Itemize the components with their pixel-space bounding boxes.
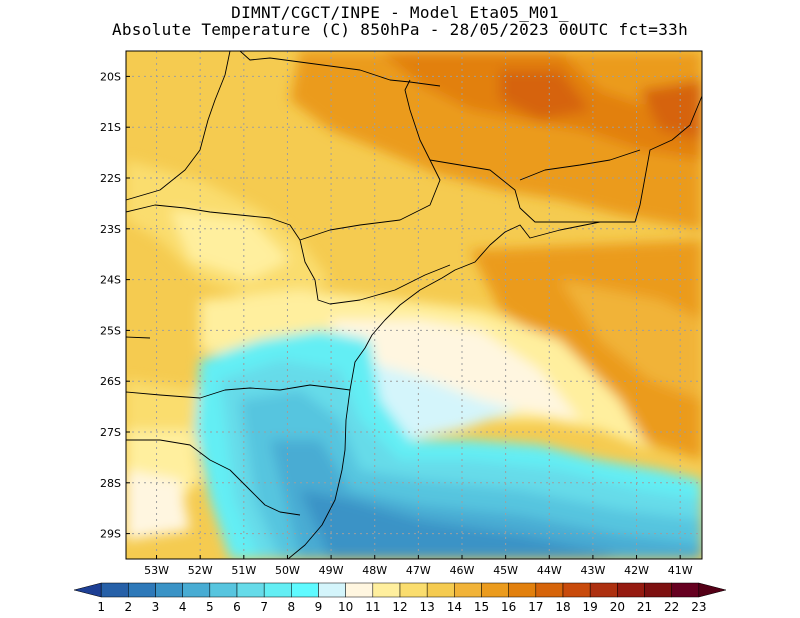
colorbar-swatch — [73, 582, 102, 598]
colorbar-label: 2 — [125, 600, 133, 614]
colorbar-swatch — [454, 582, 482, 598]
lon-tick-label: 53W — [144, 564, 169, 577]
colorbar-swatch — [128, 582, 156, 598]
lon-tick-label: 46W — [450, 564, 475, 577]
colorbar-swatch — [155, 582, 183, 598]
lat-tick-label: 28S — [100, 477, 121, 490]
lon-tick-label: 44W — [537, 564, 562, 577]
colorbar-label: 20 — [610, 600, 625, 614]
colorbar-swatch — [236, 582, 265, 598]
colorbar-swatch — [263, 582, 292, 598]
title-line-1: DIMNT/CGCT/INPE - Model Eta05_M01_ — [231, 3, 569, 22]
lon-tick-label: 52W — [188, 564, 213, 577]
lon-tick-label: 50W — [275, 564, 300, 577]
temperature-colorbar: 1 2 3 4 5 6 7 8 9 10 11 12 13 14 15 16 17 18 19 20 21 22 23 — [73, 582, 727, 614]
colorbar-swatch — [589, 582, 618, 598]
longitude-axis-labels: 53W 52W 51W 50W 49W 48W 47W 46W 45W 44W 43W 42W 41W — [144, 555, 693, 577]
coastline-and-borders — [126, 51, 702, 559]
lat-tick-label: 24S — [100, 274, 121, 287]
lon-tick-label: 45W — [493, 564, 518, 577]
colorbar-swatch — [318, 582, 346, 598]
colorbar-label: 13 — [420, 600, 435, 614]
colorbar-label: 6 — [233, 600, 241, 614]
colorbar-label: 9 — [315, 600, 323, 614]
colorbar-swatch — [508, 582, 537, 598]
lat-tick-label: 27S — [100, 426, 121, 439]
colorbar-swatch — [372, 582, 401, 598]
lat-tick-label: 20S — [100, 70, 121, 83]
colorbar-swatch — [345, 582, 374, 598]
lat-tick-label: 22S — [100, 172, 121, 185]
lon-tick-label: 49W — [319, 564, 344, 577]
colorbar-swatch — [698, 582, 727, 598]
map-title: DIMNT/CGCT/INPE - Model Eta05_M01_ Absol… — [0, 4, 800, 38]
colorbar-swatch — [644, 582, 672, 598]
colorbar-label: 3 — [152, 600, 160, 614]
colorbar-label: 1 — [97, 600, 105, 614]
colorbar-label: 7 — [260, 600, 268, 614]
colorbar-label: 22 — [664, 600, 679, 614]
colorbar-label: 23 — [691, 600, 706, 614]
colorbar-label: 21 — [637, 600, 652, 614]
lon-tick-label: 51W — [231, 564, 256, 577]
colorbar-swatch — [426, 582, 455, 598]
lat-tick-label: 23S — [100, 223, 121, 236]
colorbar-label: 19 — [583, 600, 598, 614]
colorbar-swatch — [671, 582, 700, 598]
colorbar-label: 17 — [528, 600, 543, 614]
lat-lon-grid — [126, 51, 702, 559]
colorbar-label: 10 — [338, 600, 353, 614]
colorbar-label: 14 — [447, 600, 462, 614]
colorbar-swatch — [209, 582, 238, 598]
colorbar-swatch — [481, 582, 509, 598]
title-line-2: Absolute Temperature (C) 850hPa - 28/05/… — [111, 20, 689, 39]
lat-tick-label: 21S — [100, 121, 121, 134]
colorbar-label: 4 — [179, 600, 187, 614]
colorbar-label: 16 — [501, 600, 516, 614]
colorbar-label: 5 — [206, 600, 214, 614]
colorbar-swatch — [291, 582, 319, 598]
colorbar-label: 18 — [555, 600, 570, 614]
colorbar-label: 8 — [288, 600, 296, 614]
lat-tick-label: 26S — [100, 375, 121, 388]
colorbar-swatch — [562, 582, 591, 598]
latitude-axis-labels: 20S 21S 22S 23S 24S 25S 26S 27S 28S 29S — [100, 70, 130, 541]
lon-tick-label: 43W — [580, 564, 605, 577]
lat-tick-label: 29S — [100, 528, 121, 541]
lon-tick-label: 47W — [406, 564, 431, 577]
lon-tick-label: 48W — [362, 564, 387, 577]
lon-tick-label: 41W — [668, 564, 693, 577]
plot-frame — [125, 50, 703, 560]
colorbar-swatch — [535, 582, 564, 598]
lat-tick-label: 25S — [100, 324, 121, 337]
lon-tick-label: 42W — [624, 564, 649, 577]
colorbar-swatch — [399, 582, 428, 598]
colorbar-label: 12 — [392, 600, 407, 614]
colorbar-swatch — [617, 582, 645, 598]
colorbar-label: 15 — [474, 600, 489, 614]
colorbar-swatch — [100, 582, 129, 598]
colorbar-label: 11 — [365, 600, 380, 614]
colorbar-swatch — [182, 582, 211, 598]
